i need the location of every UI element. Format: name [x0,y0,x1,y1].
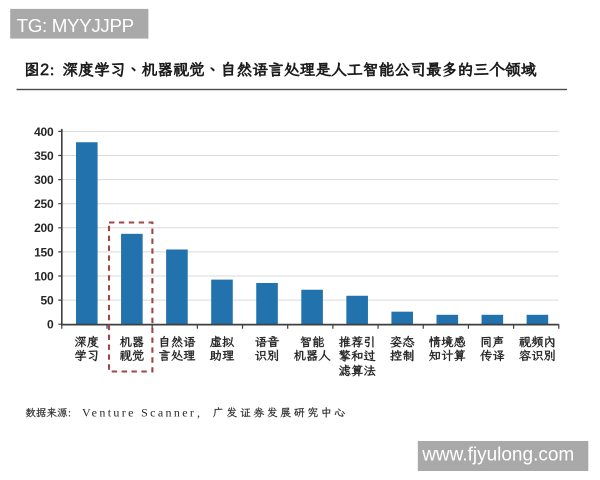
svg-text:Venture Scanner: Venture Scanner [82,406,196,420]
svg-text:200: 200 [34,221,54,235]
svg-text:www.fjyulong.com: www.fjyulong.com [421,444,574,465]
svg-text:100: 100 [34,269,54,283]
svg-text:0: 0 [47,318,54,332]
svg-text:50: 50 [41,294,54,308]
svg-text:350: 350 [34,149,54,163]
svg-text:,: , [197,406,200,420]
svg-text:TG: MYYJJPP: TG: MYYJJPP [17,15,134,36]
svg-text:400: 400 [34,125,54,139]
svg-text:300: 300 [34,173,54,187]
svg-text:250: 250 [34,197,54,211]
svg-text:150: 150 [34,245,54,259]
